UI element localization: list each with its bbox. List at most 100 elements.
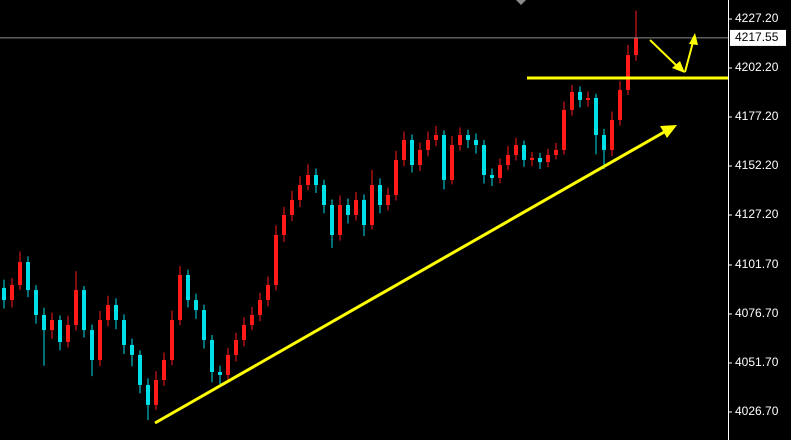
candle-body xyxy=(202,310,206,341)
candle-body xyxy=(298,185,302,200)
candle-body xyxy=(354,199,358,216)
candle-body xyxy=(114,304,118,321)
candle-body xyxy=(498,165,502,178)
candle-body xyxy=(594,97,598,136)
candle-body xyxy=(50,320,54,331)
candle-body xyxy=(322,185,326,206)
candle-body xyxy=(290,199,294,216)
candle-body xyxy=(258,300,262,315)
trend-arrowhead xyxy=(660,125,677,138)
annotations xyxy=(154,33,728,425)
candle-body xyxy=(394,159,398,196)
candle-body xyxy=(58,320,62,343)
candle-body xyxy=(402,139,406,160)
candle-body xyxy=(194,300,198,311)
y-tick-label: 4026.70 xyxy=(735,404,779,418)
candle-body xyxy=(386,195,390,206)
candle-body xyxy=(18,262,22,285)
candle-body xyxy=(362,199,366,225)
candle-body xyxy=(346,205,350,216)
candle-body xyxy=(242,324,246,341)
candle-body xyxy=(554,149,558,156)
candle-body xyxy=(610,119,614,150)
candle-body xyxy=(74,290,78,325)
trend-line xyxy=(154,129,667,425)
candle-body xyxy=(578,91,582,100)
candle-body xyxy=(234,340,238,355)
y-tick-label: 4127.20 xyxy=(735,207,779,221)
candle-body xyxy=(106,304,110,321)
y-tick-label: 4177.20 xyxy=(735,109,779,123)
y-axis: 4227.20 4202.20 4177.20 4152.20 4127.20 4101.… xyxy=(728,11,786,418)
annotation-arrow xyxy=(684,41,694,73)
candle-body xyxy=(410,139,414,166)
y-tick-label: 4202.20 xyxy=(735,60,779,74)
candle-body xyxy=(26,262,30,291)
candle-body xyxy=(418,149,422,166)
candle-body xyxy=(90,330,94,361)
candle-body xyxy=(274,234,278,285)
candle-body xyxy=(442,135,446,180)
candle-body xyxy=(562,109,566,150)
candle-body xyxy=(130,344,134,355)
candle-body xyxy=(538,157,542,163)
candle-body xyxy=(314,175,318,186)
candle-body xyxy=(282,215,286,235)
candle-body xyxy=(450,145,454,180)
candle-body xyxy=(138,354,142,385)
candle-body xyxy=(634,37,638,56)
candle-body xyxy=(250,314,254,325)
candle-body xyxy=(122,320,126,345)
candle-body xyxy=(82,290,86,331)
candle-body xyxy=(154,380,158,405)
candle-body xyxy=(66,324,70,343)
annotation-arrowhead xyxy=(689,33,698,45)
candle-body xyxy=(226,354,230,375)
candle-body xyxy=(2,287,6,301)
candle-body xyxy=(186,274,190,301)
y-tick-label: 4051.70 xyxy=(735,355,779,369)
candle-body xyxy=(618,89,622,120)
last-price-box xyxy=(730,29,786,46)
last-price-label: 4217.55 xyxy=(735,30,779,44)
y-tick-label: 4227.20 xyxy=(735,11,779,25)
candle-body xyxy=(338,205,342,235)
candle-body xyxy=(162,360,166,381)
candle-body xyxy=(482,145,486,176)
candle-body xyxy=(370,185,374,225)
candle-body xyxy=(170,320,174,361)
candle-body xyxy=(378,185,382,206)
candle-body xyxy=(146,384,150,405)
candle-body xyxy=(490,175,494,178)
candle-body xyxy=(34,290,38,315)
candle-body xyxy=(626,55,630,90)
candle-body xyxy=(586,97,590,100)
candle-body xyxy=(530,157,534,160)
candle-body xyxy=(330,205,334,235)
candle-body xyxy=(434,135,438,140)
candle-body xyxy=(522,145,526,160)
candle-body xyxy=(210,340,214,372)
y-tick-label: 4076.70 xyxy=(735,306,779,320)
candle-body xyxy=(266,284,270,301)
candle-body xyxy=(458,135,462,146)
candle-body xyxy=(466,135,470,140)
candle-body xyxy=(426,139,430,150)
candle-body xyxy=(306,175,310,186)
candle-body xyxy=(602,135,606,150)
annotation-arrowhead xyxy=(672,61,685,73)
candle-body xyxy=(98,320,102,361)
candle-body xyxy=(178,274,182,321)
annotation-arrow xyxy=(649,39,679,68)
candle-body xyxy=(10,284,14,301)
scroll-marker xyxy=(516,0,526,5)
candle-body xyxy=(474,139,478,146)
candle-body xyxy=(546,155,550,163)
candle-body xyxy=(514,145,518,156)
candles xyxy=(0,10,728,421)
y-tick-label: 4101.70 xyxy=(735,257,779,271)
candle-body xyxy=(506,155,510,166)
